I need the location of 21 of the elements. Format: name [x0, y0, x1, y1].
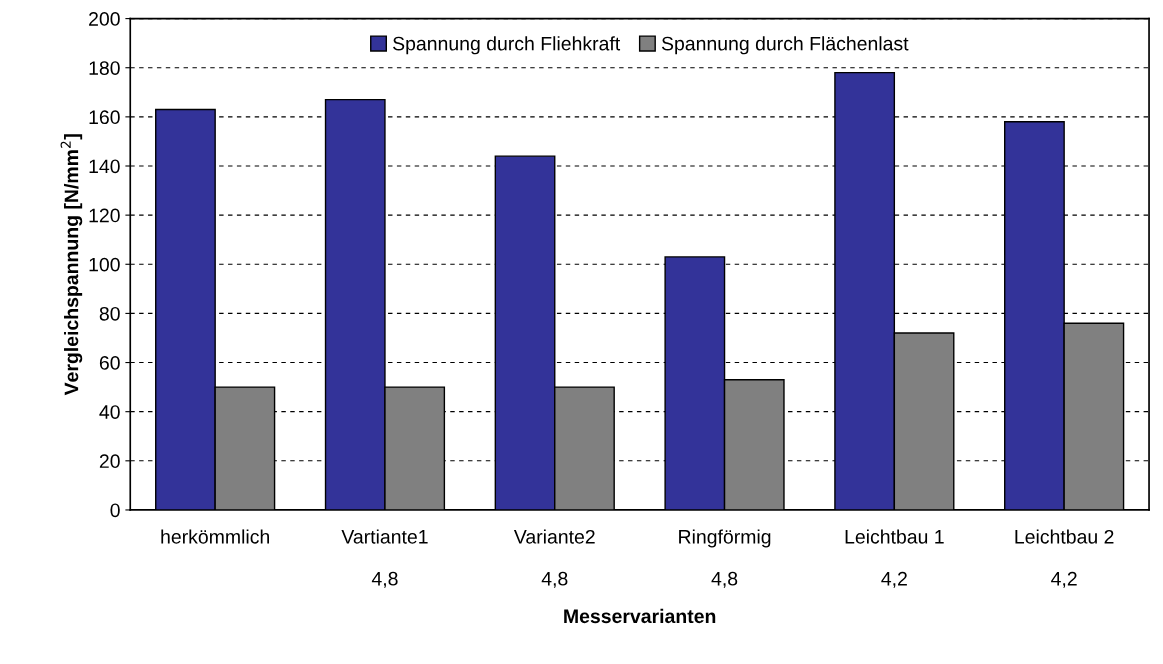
category-label: Leichtbau 2 4,2 [1015, 529, 1114, 588]
y-tick-label: 20 [99, 454, 120, 469]
y-tick-label: 100 [89, 257, 120, 272]
y-tick-label: 180 [89, 61, 120, 75]
y-tick-label: 40 [99, 405, 120, 419]
y-tick-label: 0 [110, 503, 120, 518]
y-axis-title: Vergleichspannung [N/mm$^{2}$] [60, 134, 83, 396]
legend-label: Spannung durch Flächenlast [661, 36, 909, 55]
category-label: Vartiante1 4,8 [341, 529, 428, 588]
y-tick-label: 120 [89, 208, 120, 223]
category-label: Variante2 4,8 [513, 529, 595, 588]
x-tick-label: herkömmlich [161, 529, 269, 544]
y-tick-label: 80 [99, 306, 120, 321]
category-label: Ringförmig 4,8 [679, 529, 771, 588]
legend-label: Spannung durch Fliehkraft [393, 36, 621, 55]
y-tick-label: 140 [89, 159, 120, 174]
y-tick-label: 200 [89, 12, 120, 26]
y-tick-label: 160 [89, 110, 120, 125]
y-tick-label: 60 [99, 356, 120, 370]
x-axis-title: Messervarianten [564, 608, 716, 624]
category-label: Leichtbau 1 4,2 [845, 529, 944, 588]
